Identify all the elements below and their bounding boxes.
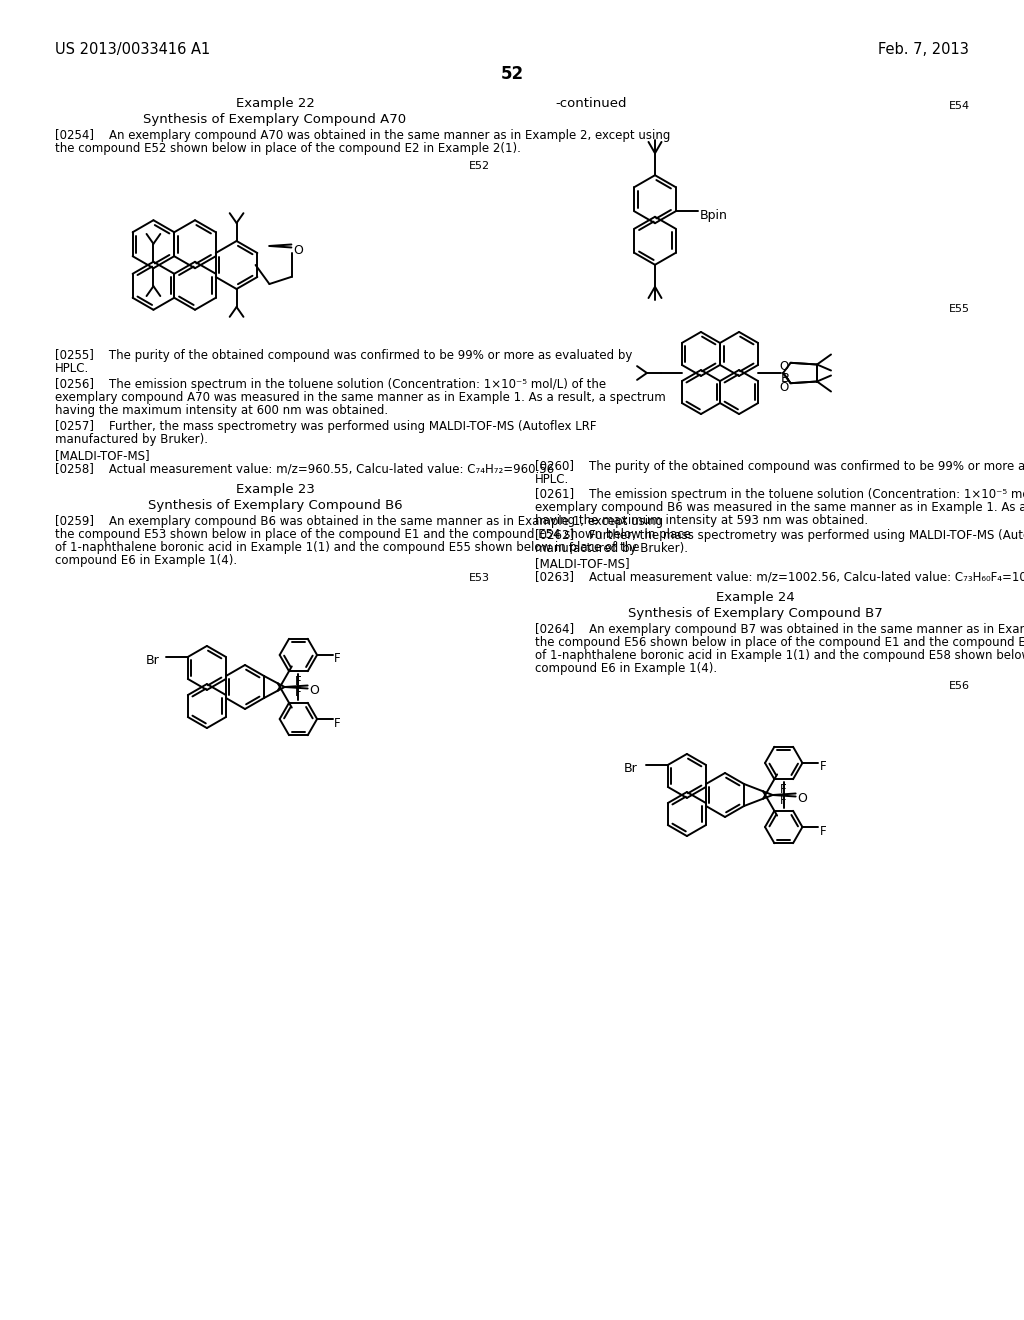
Text: exemplary compound A70 was measured in the same manner as in Example 1. As a res: exemplary compound A70 was measured in t… <box>55 391 666 404</box>
Text: Br: Br <box>145 655 160 668</box>
Text: [0262]    Further, the mass spectrometry was performed using MALDI-TOF-MS (Autof: [0262] Further, the mass spectrometry wa… <box>535 529 1024 543</box>
Text: Synthesis of Exemplary Compound B7: Synthesis of Exemplary Compound B7 <box>628 607 883 620</box>
Text: compound E6 in Example 1(4).: compound E6 in Example 1(4). <box>535 663 717 675</box>
Text: Synthesis of Exemplary Compound A70: Synthesis of Exemplary Compound A70 <box>143 114 407 125</box>
Text: E52: E52 <box>469 161 490 172</box>
Text: E56: E56 <box>949 681 970 690</box>
Text: -continued: -continued <box>555 96 627 110</box>
Text: [0260]    The purity of the obtained compound was confirmed to be 99% or more as: [0260] The purity of the obtained compou… <box>535 459 1024 473</box>
Text: of 1-naphthalene boronic acid in Example 1(1) and the compound E58 shown below i: of 1-naphthalene boronic acid in Example… <box>535 649 1024 663</box>
Text: E53: E53 <box>469 573 490 583</box>
Text: Example 24: Example 24 <box>716 591 795 605</box>
Text: E55: E55 <box>949 304 970 314</box>
Text: [MALDI-TOF-MS]: [MALDI-TOF-MS] <box>535 557 630 570</box>
Text: F: F <box>779 795 786 808</box>
Text: O: O <box>294 244 303 257</box>
Text: Feb. 7, 2013: Feb. 7, 2013 <box>879 42 969 57</box>
Text: F: F <box>819 760 826 774</box>
Text: compound E6 in Example 1(4).: compound E6 in Example 1(4). <box>55 554 238 568</box>
Text: 52: 52 <box>501 65 523 83</box>
Text: [0261]    The emission spectrum in the toluene solution (Concentration: 1×10⁻⁵ m: [0261] The emission spectrum in the tolu… <box>535 488 1024 502</box>
Text: E54: E54 <box>949 102 970 111</box>
Text: the compound E52 shown below in place of the compound E2 in Example 2(1).: the compound E52 shown below in place of… <box>55 143 521 154</box>
Text: O: O <box>309 685 319 697</box>
Text: Br: Br <box>624 763 638 775</box>
Text: [0255]    The purity of the obtained compound was confirmed to be 99% or more as: [0255] The purity of the obtained compou… <box>55 348 633 362</box>
Text: F: F <box>334 652 341 665</box>
Text: of 1-naphthalene boronic acid in Example 1(1) and the compound E55 shown below i: of 1-naphthalene boronic acid in Example… <box>55 541 640 554</box>
Text: [0264]    An exemplary compound B7 was obtained in the same manner as in Example: [0264] An exemplary compound B7 was obta… <box>535 623 1024 636</box>
Text: [0254]    An exemplary compound A70 was obtained in the same manner as in Exampl: [0254] An exemplary compound A70 was obt… <box>55 129 671 143</box>
Text: manufactured by Bruker).: manufactured by Bruker). <box>535 543 688 554</box>
Text: US 2013/0033416 A1: US 2013/0033416 A1 <box>55 42 210 57</box>
Text: [0257]    Further, the mass spectrometry was performed using MALDI-TOF-MS (Autof: [0257] Further, the mass spectrometry wa… <box>55 420 597 433</box>
Text: Example 22: Example 22 <box>236 96 314 110</box>
Text: manufactured by Bruker).: manufactured by Bruker). <box>55 433 208 446</box>
Text: the compound E53 shown below in place of the compound E1 and the compound E54 sh: the compound E53 shown below in place of… <box>55 528 691 541</box>
Text: F: F <box>819 825 826 837</box>
Text: exemplary compound B6 was measured in the same manner as in Example 1. As a resu: exemplary compound B6 was measured in th… <box>535 502 1024 513</box>
Text: F: F <box>294 675 301 688</box>
Text: Example 23: Example 23 <box>236 483 314 496</box>
Text: [0259]    An exemplary compound B6 was obtained in the same manner as in Example: [0259] An exemplary compound B6 was obta… <box>55 515 664 528</box>
Text: O: O <box>779 360 788 374</box>
Text: Bpin: Bpin <box>699 209 728 222</box>
Text: HPLC.: HPLC. <box>535 473 569 486</box>
Text: [MALDI-TOF-MS]: [MALDI-TOF-MS] <box>55 449 150 462</box>
Text: Synthesis of Exemplary Compound B6: Synthesis of Exemplary Compound B6 <box>147 499 402 512</box>
Text: HPLC.: HPLC. <box>55 362 89 375</box>
Text: [0258]    Actual measurement value: m/z=960.55, Calcu-lated value: C₇₄H₇₂=960.56: [0258] Actual measurement value: m/z=960… <box>55 462 554 475</box>
Text: the compound E56 shown below in place of the compound E1 and the compound E57 sh: the compound E56 shown below in place of… <box>535 636 1024 649</box>
Text: [0256]    The emission spectrum in the toluene solution (Concentration: 1×10⁻⁵ m: [0256] The emission spectrum in the tolu… <box>55 378 606 391</box>
Text: O: O <box>779 380 788 393</box>
Text: B: B <box>781 371 791 384</box>
Text: O: O <box>798 792 808 805</box>
Text: having the maximum intensity at 600 nm was obtained.: having the maximum intensity at 600 nm w… <box>55 404 388 417</box>
Text: [0263]    Actual measurement value: m/z=1002.56, Calcu-lated value: C₇₃H₆₀F₄=100: [0263] Actual measurement value: m/z=100… <box>535 570 1024 583</box>
Text: having the maximum intensity at 593 nm was obtained.: having the maximum intensity at 593 nm w… <box>535 513 868 527</box>
Text: F: F <box>334 717 341 730</box>
Text: F: F <box>779 783 786 796</box>
Text: F: F <box>294 686 301 700</box>
